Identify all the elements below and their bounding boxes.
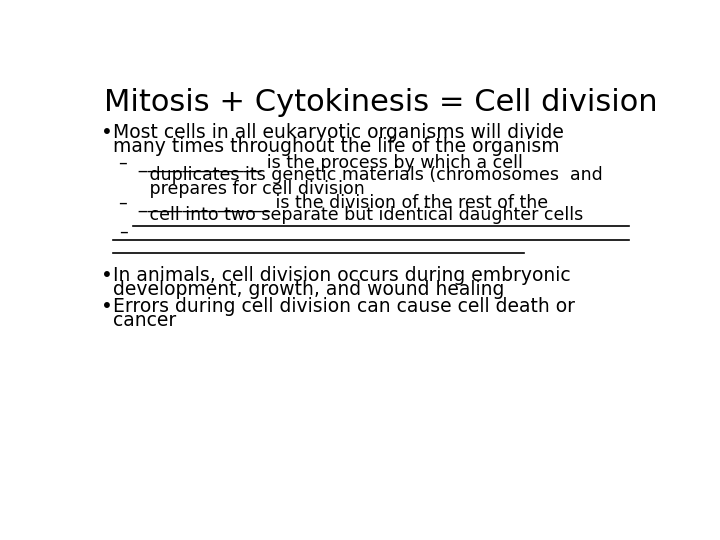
Text: Most cells in all eukaryotic organisms will divide: Most cells in all eukaryotic organisms w… [113,123,564,141]
Text: •: • [101,296,113,315]
Text: –: – [120,222,128,241]
Text: –  ______________ is the process by which a cell: – ______________ is the process by which… [120,153,523,172]
Text: development, growth, and wound healing: development, growth, and wound healing [113,280,505,299]
Text: many times throughout the life of the organism: many times throughout the life of the or… [113,137,560,156]
Text: Errors during cell division can cause cell death or: Errors during cell division can cause ce… [113,296,575,315]
Text: Mitosis + Cytokinesis = Cell division: Mitosis + Cytokinesis = Cell division [104,88,657,117]
Text: duplicates its genetic materials (chromosomes  and: duplicates its genetic materials (chromo… [132,166,603,185]
Text: In animals, cell division occurs during embryonic: In animals, cell division occurs during … [113,266,571,285]
Text: cancer: cancer [113,311,176,330]
Text: •: • [101,123,113,141]
Text: cell into two separate but identical daughter cells: cell into two separate but identical dau… [132,206,583,225]
Text: –  _______________ is the division of the rest of the: – _______________ is the division of the… [120,193,549,212]
Text: prepares for cell division: prepares for cell division [132,179,364,198]
Text: •: • [101,266,113,285]
